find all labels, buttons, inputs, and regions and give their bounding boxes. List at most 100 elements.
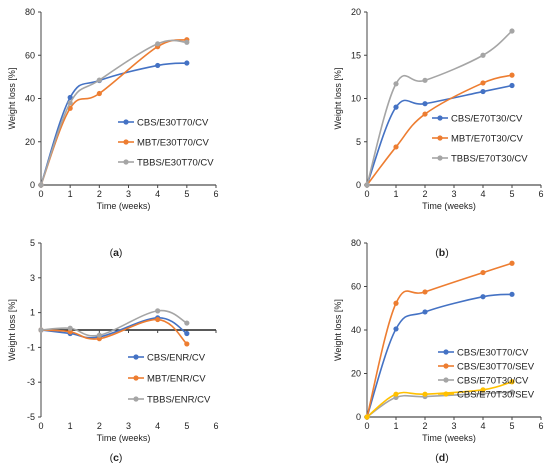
y-tick-label: 40 [25, 94, 35, 104]
x-tick-label: 0 [38, 421, 43, 431]
legend-marker [443, 349, 449, 355]
legend-marker [133, 396, 139, 402]
data-point [67, 325, 73, 331]
x-tick-label: 3 [451, 421, 456, 431]
x-tick-label: 0 [38, 189, 43, 199]
data-point [509, 389, 515, 395]
legend-label: CBS/E70T30/SEV [457, 390, 535, 401]
x-tick-label: 2 [422, 189, 427, 199]
legend-label: MBT/ENR/CV [147, 374, 206, 385]
data-point [38, 327, 44, 333]
legend: CBS/E30T70/CV CBS/E30T70/SEV CBS/E70T30/CV… [438, 348, 535, 401]
data-point [393, 104, 399, 110]
data-point [393, 391, 399, 397]
y-axis-title: Weight loss [%] [7, 68, 17, 130]
data-point [184, 341, 190, 347]
legend: CBS/E70T30/CV MBT/E70T30/CV TBBS/E70T30/CV [432, 114, 528, 165]
data-point [509, 379, 515, 385]
data-point [480, 294, 486, 300]
series-line [366, 262, 513, 418]
x-axis-title: Time (weeks) [97, 433, 151, 443]
panel-label-letter: a [113, 247, 119, 259]
data-point [480, 269, 486, 276]
data-point [96, 90, 102, 97]
panel-label: (d) [435, 452, 448, 464]
x-tick-label: 5 [509, 421, 514, 431]
data-point [509, 291, 515, 297]
x-tick-label: 1 [68, 421, 73, 431]
x-axis-title: Time (weeks) [422, 201, 476, 211]
series-line [366, 74, 513, 186]
y-axis-title: Weight loss [%] [7, 299, 17, 361]
data-point [155, 41, 161, 47]
data-point [509, 260, 515, 266]
data-point [155, 308, 161, 314]
y-tick-label: 3 [30, 273, 35, 283]
legend-marker [123, 139, 129, 145]
legend-marker [437, 155, 443, 161]
data-point [38, 182, 44, 188]
x-tick-label: 6 [213, 189, 218, 199]
data-point [184, 320, 190, 326]
data-point [184, 60, 190, 66]
data-point [67, 100, 73, 106]
y-tick-label: 1 [30, 308, 35, 318]
chart-panel-c: 0 1 2 3 4 5 6 -5 -3 -1 1 3 5 Time (weeks) Weight loss … [7, 238, 219, 464]
y-axis-title: Weight loss [%] [333, 68, 343, 130]
legend-label: TBBS/ENR/CV [147, 395, 211, 406]
legend-label: CBS/E70T30/CV [451, 114, 523, 125]
legend-label: CBS/E30T70/CV [137, 118, 209, 129]
x-tick-label: 2 [97, 189, 102, 199]
data-point [155, 62, 161, 69]
x-tick-label: 2 [97, 421, 102, 431]
y-tick-label: 60 [25, 50, 35, 60]
legend-marker [437, 115, 443, 121]
y-tick-label: 10 [351, 94, 361, 104]
x-axis-title: Time (weeks) [422, 433, 476, 443]
data-point [480, 52, 486, 58]
y-tick-label: 0 [30, 180, 35, 190]
legend-label: CBS/E30T70/CV [457, 348, 529, 359]
panel-label: (a) [110, 247, 123, 259]
data-point [509, 82, 515, 89]
x-tick-label: 3 [126, 421, 131, 431]
legend-marker [443, 391, 449, 397]
legend-marker [123, 159, 129, 165]
panel-label-paren: ( [110, 452, 114, 464]
legend: CBS/ENR/CV MBT/ENR/CV TBBS/ENR/CV [128, 353, 211, 406]
panel-label-paren: ) [119, 247, 123, 259]
data-point [422, 289, 428, 295]
x-tick-label: 0 [364, 189, 369, 199]
y-tick-label: -1 [27, 342, 35, 352]
legend-marker [133, 354, 139, 360]
x-tick-label: 6 [213, 421, 218, 431]
y-tick-label: 5 [356, 137, 361, 147]
data-point [422, 391, 428, 397]
data-point [422, 111, 428, 117]
data-point [422, 309, 428, 315]
y-tick-label: 40 [351, 325, 361, 335]
y-tick-label: 20 [25, 137, 35, 147]
y-tick-label: 0 [356, 180, 361, 190]
x-tick-label: 4 [155, 421, 160, 431]
panel-label-paren: ) [445, 452, 449, 464]
data-point [509, 72, 515, 78]
panel-label-paren: ) [445, 247, 449, 259]
legend-label: TBBS/E30T70/CV [137, 158, 214, 169]
data-point [364, 182, 370, 188]
x-tick-label: 3 [451, 189, 456, 199]
x-tick-label: 5 [184, 189, 189, 199]
y-tick-label: 20 [351, 7, 361, 17]
data-point [422, 101, 428, 107]
x-tick-label: 1 [393, 421, 398, 431]
data-point [184, 330, 190, 337]
panel-label: (c) [110, 452, 123, 464]
legend-marker [133, 375, 139, 381]
series-line [366, 30, 513, 186]
data-point [480, 390, 486, 397]
y-tick-label: -5 [27, 412, 35, 422]
panel-label-paren: ) [119, 452, 123, 464]
legend-label: TBBS/E70T30/CV [451, 154, 528, 165]
legend-marker [443, 377, 449, 383]
